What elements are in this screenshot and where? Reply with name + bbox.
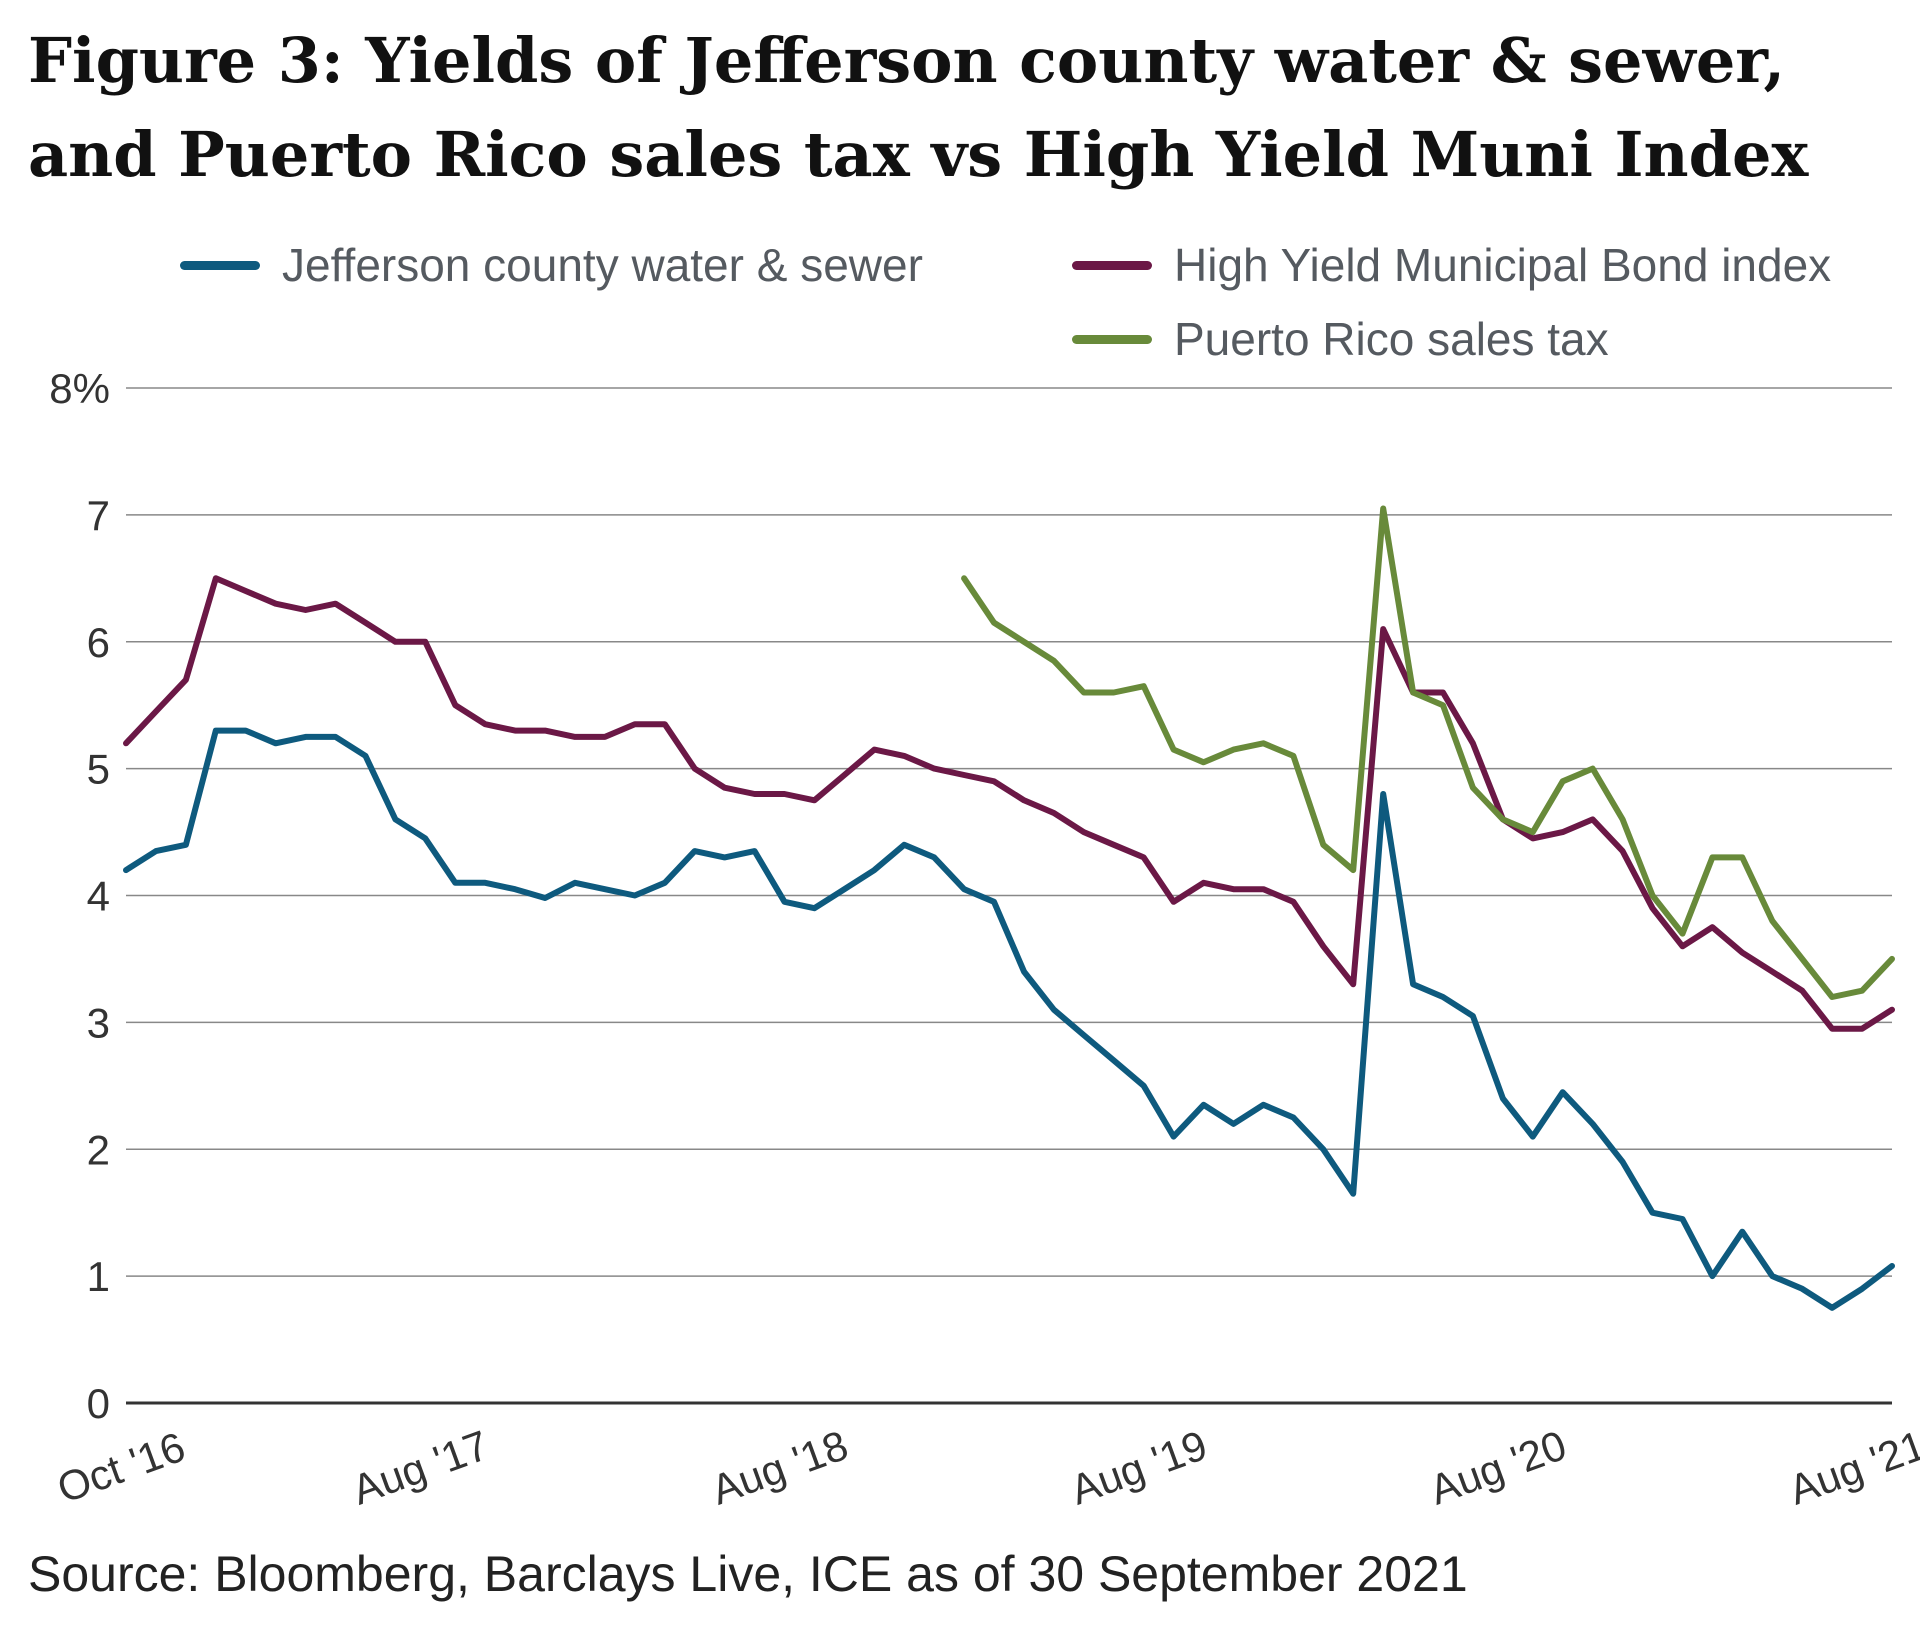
- x-tick-label-0: Oct '16: [51, 1423, 191, 1512]
- legend-label-jefferson: Jefferson county water & sewer: [282, 239, 923, 291]
- legend-label-puerto-rico: Puerto Rico sales tax: [1174, 313, 1609, 365]
- y-tick-label-0: 0: [87, 1380, 110, 1427]
- legend-swatch-hy-index: [1072, 260, 1152, 270]
- x-tick-label-5: Aug '21: [1783, 1421, 1920, 1513]
- x-tick-label-1: Aug '17: [346, 1421, 495, 1513]
- y-tick-label-4: 4: [87, 873, 110, 920]
- legend-item-puerto-rico: Puerto Rico sales tax: [1072, 312, 1609, 366]
- y-tick-label-8: 8%: [49, 365, 110, 412]
- legend-swatch-puerto-rico: [1072, 334, 1152, 344]
- y-tick-label-7: 7: [87, 492, 110, 539]
- y-tick-label-1: 1: [87, 1253, 110, 1300]
- legend-label-hy-index: High Yield Municipal Bond index: [1174, 239, 1832, 291]
- x-tick-label-2: Aug '18: [705, 1421, 854, 1513]
- gridlines: [126, 387, 1892, 1405]
- y-axis-ticks: 0 1 2 3 4 5 6 7 8%: [49, 365, 110, 1427]
- series-line-2: [961, 505, 1895, 1000]
- y-tick-label-5: 5: [87, 746, 110, 793]
- y-tick-label-6: 6: [87, 619, 110, 666]
- legend-item-jefferson: Jefferson county water & sewer: [180, 238, 923, 292]
- line-chart: 0 1 2 3 4 5 6 7 8% Oct '16 Aug '17 Aug '18 Aug '19 A…: [49, 365, 1920, 1514]
- series-lines: [123, 505, 1895, 1311]
- x-tick-label-3: Aug '19: [1064, 1421, 1213, 1513]
- y-tick-label-2: 2: [87, 1126, 110, 1173]
- x-tick-label-4: Aug '20: [1424, 1421, 1573, 1513]
- y-tick-label-3: 3: [87, 999, 110, 1046]
- chart-title: Figure 3: Yields of Jefferson county wat…: [28, 24, 1809, 191]
- series-line-0: [123, 727, 1895, 1311]
- source-note: Source: Bloomberg, Barclays Live, ICE as…: [28, 1546, 1468, 1602]
- legend-item-hy-index: High Yield Municipal Bond index: [1072, 238, 1831, 292]
- x-axis-ticks: Oct '16 Aug '17 Aug '18 Aug '19 Aug '20 Aug '…: [51, 1421, 1920, 1513]
- series-line-1: [123, 575, 1895, 1032]
- legend-swatch-jefferson: [180, 260, 260, 270]
